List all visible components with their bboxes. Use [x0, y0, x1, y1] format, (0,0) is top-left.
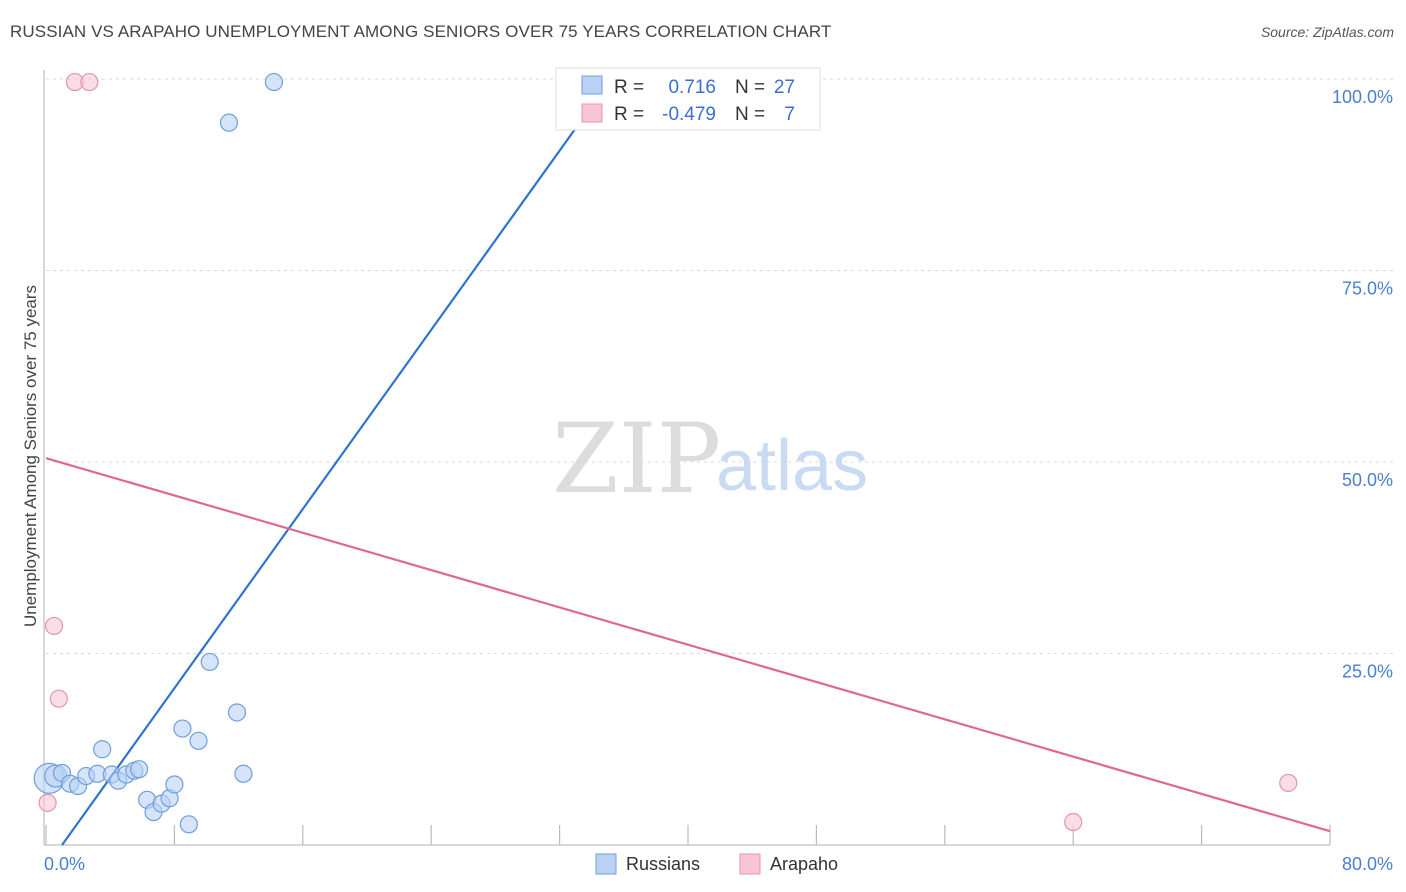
point-arapaho: [80, 72, 99, 92]
point-arapaho: [38, 793, 57, 812]
legend-n-value-russians: 27: [774, 77, 795, 98]
watermark-zip: ZIP: [552, 403, 721, 515]
point-russians: [173, 719, 192, 738]
point-arapaho: [49, 689, 68, 708]
watermark: ZIP atlas: [552, 403, 868, 515]
point-russians: [93, 740, 112, 759]
trendline-russians: [61, 78, 612, 846]
x-tick-label: 80.0%: [1342, 854, 1393, 874]
y-tick-labels: 25.0% 50.0% 75.0% 100.0%: [1332, 87, 1393, 682]
data-points: [33, 72, 1298, 834]
trendlines: [45, 78, 1331, 846]
y-axis-label: Unemployment Among Seniors over 75 years: [21, 285, 40, 627]
series-legend-label-russians: Russians: [626, 854, 700, 874]
series-legend-label-arapaho: Arapaho: [770, 854, 838, 874]
legend-r-value-arapaho: -0.479: [662, 104, 716, 125]
y-tick-label: 25.0%: [1342, 662, 1393, 682]
point-russians: [200, 652, 219, 672]
y-tick-label: 75.0%: [1342, 279, 1393, 299]
correlation-legend: R = 0.716 N = 27 R = -0.479 N = 7: [555, 67, 821, 131]
series-legend-swatch-russians: [595, 853, 617, 875]
point-arapaho: [1064, 812, 1083, 832]
x-tick-label: 0.0%: [44, 854, 85, 874]
point-arapaho: [1279, 773, 1298, 793]
gridlines: [46, 78, 1394, 654]
point-arapaho: [44, 616, 64, 636]
legend-swatch-russians: [581, 75, 603, 95]
point-russians: [227, 703, 247, 722]
point-russians: [165, 775, 184, 794]
x-tick-labels: 0.0% 80.0%: [44, 854, 1393, 874]
point-russians: [234, 764, 253, 783]
legend-r-value-russians: 0.716: [668, 77, 716, 98]
legend-r-label-arapaho: R =: [614, 104, 644, 125]
point-russians: [219, 113, 239, 132]
watermark-atlas: atlas: [716, 426, 868, 506]
source-attribution: Source: ZipAtlas.com: [1260, 24, 1394, 40]
y-tick-label: 100.0%: [1332, 87, 1393, 107]
legend-n-value-arapaho: 7: [784, 104, 795, 125]
legend-r-label-russians: R =: [614, 77, 644, 98]
point-russians: [264, 72, 284, 92]
legend-swatch-arapaho: [581, 103, 603, 123]
point-russians: [129, 760, 149, 779]
point-russians: [189, 731, 208, 750]
series-legend: Russians Arapaho: [595, 853, 838, 875]
trendline-arapaho: [45, 457, 1331, 833]
axes: [43, 70, 1331, 846]
legend-n-label-russians: N =: [735, 77, 765, 98]
chart-title: RUSSIAN VS ARAPAHO UNEMPLOYMENT AMONG SE…: [10, 22, 832, 41]
legend-n-label-arapaho: N =: [735, 104, 765, 125]
point-russians: [179, 815, 198, 834]
y-tick-label: 50.0%: [1342, 470, 1393, 490]
series-legend-swatch-arapaho: [739, 853, 761, 875]
